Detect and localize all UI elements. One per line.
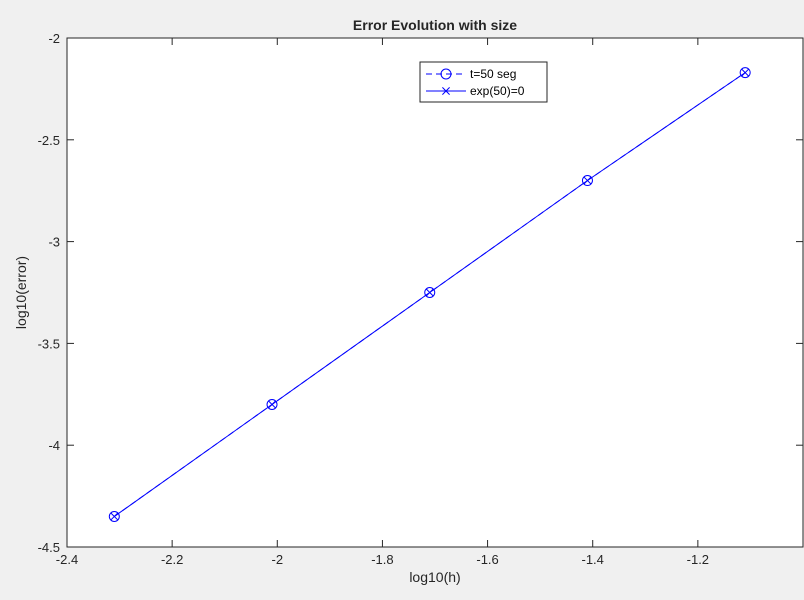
- data-point-series-1: [581, 175, 593, 187]
- x-tick-label: -1.6: [476, 552, 498, 567]
- data-point-series-1: [266, 398, 278, 410]
- legend-marker: [442, 87, 450, 95]
- data-point-series-1: [108, 510, 120, 522]
- legend-marker: [440, 68, 452, 80]
- data-point-series-2: [268, 400, 276, 409]
- y-tick-label: -3.5: [38, 336, 60, 351]
- x-tick-label: -1.2: [687, 552, 709, 567]
- legend-item: exp(50)=0: [426, 84, 525, 98]
- x-tick-label: -2: [272, 552, 284, 567]
- y-tick-label: -2: [48, 31, 60, 46]
- data-point-series-1: [424, 287, 436, 298]
- y-tick-label: -3: [48, 235, 60, 250]
- data-point-series-2: [741, 68, 750, 77]
- x-tick-label: -1.8: [371, 552, 393, 567]
- legend: t=50 seg exp(50)=0: [419, 61, 548, 103]
- y-tick-label: -2.5: [38, 133, 60, 148]
- x-tick-label: -2.2: [161, 552, 183, 567]
- y-tick-label: -4: [48, 438, 60, 453]
- legend-item: t=50 seg: [426, 67, 516, 81]
- x-axis-label: log10(h): [409, 569, 460, 585]
- data-point-series-1: [739, 67, 751, 79]
- legend-box: [419, 61, 548, 103]
- y-axis-label: log10(error): [13, 256, 29, 329]
- chart-title: Error Evolution with size: [353, 17, 517, 33]
- legend-label: t=50 seg: [470, 67, 516, 81]
- x-tick-label: -2.4: [56, 552, 78, 567]
- data-point-series-2: [425, 288, 434, 297]
- data-point-series-2: [583, 176, 592, 185]
- series-layer: [108, 67, 751, 522]
- axis-ticks: -2.4 -2.2 -2 -1.8 -1.6 -1.4 -1.2 -4.5 -4 -3.5 -3 -2…: [38, 31, 803, 567]
- data-point-series-2: [110, 512, 119, 521]
- legend-label: exp(50)=0: [470, 84, 525, 98]
- y-tick-label: -4.5: [38, 540, 60, 555]
- x-tick-label: -1.4: [582, 552, 604, 567]
